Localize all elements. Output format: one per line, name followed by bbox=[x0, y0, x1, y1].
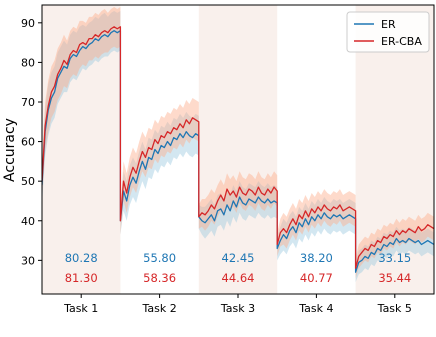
x-tick-label: Task 2 bbox=[141, 302, 176, 315]
annotation-er: 55.80 bbox=[143, 251, 176, 265]
y-tick-label: 60 bbox=[21, 136, 35, 149]
y-tick-label: 30 bbox=[21, 254, 35, 267]
line-er-cba bbox=[42, 26, 434, 269]
y-axis-label: Accuracy bbox=[2, 118, 18, 182]
annotation-er-cba: 44.64 bbox=[222, 271, 255, 285]
task-annotations: 80.28 55.80 42.45 38.20 33.15 81.30 58.36 44.64… bbox=[65, 251, 412, 285]
band-er bbox=[42, 10, 434, 283]
y-tick-label: 80 bbox=[21, 56, 35, 69]
annotation-er-cba: 40.77 bbox=[300, 271, 333, 285]
annotation-er-cba: 81.30 bbox=[65, 271, 98, 285]
x-axis: Task 1 Task 2 Task 3 Task 4 Task 5 bbox=[63, 294, 412, 315]
y-tick-label: 50 bbox=[21, 175, 35, 188]
legend: ER ER-CBA bbox=[346, 11, 430, 53]
x-tick-label: Task 1 bbox=[63, 302, 98, 315]
annotation-er: 38.20 bbox=[300, 251, 333, 265]
task-shade-5 bbox=[355, 5, 434, 294]
std-bands bbox=[42, 6, 434, 283]
y-tick-label: 40 bbox=[21, 215, 35, 228]
x-tick-label: Task 4 bbox=[298, 302, 333, 315]
series-lines bbox=[42, 26, 434, 273]
legend-label-er: ER bbox=[381, 18, 396, 31]
annotation-er-cba: 35.44 bbox=[378, 271, 411, 285]
annotation-er-cba: 58.36 bbox=[143, 271, 176, 285]
task-backgrounds bbox=[42, 5, 434, 294]
legend-box bbox=[346, 11, 430, 53]
annotation-er: 80.28 bbox=[65, 251, 98, 265]
annotation-er: 33.15 bbox=[378, 251, 411, 265]
annotation-er: 42.45 bbox=[222, 251, 255, 265]
line-er bbox=[42, 30, 434, 273]
x-tick-label: Task 5 bbox=[377, 302, 412, 315]
task-shade-3 bbox=[198, 5, 278, 294]
x-tick-label: Task 3 bbox=[220, 302, 255, 315]
y-axis: 30 40 50 60 70 80 90 bbox=[21, 17, 42, 267]
task-shade-1 bbox=[42, 5, 121, 294]
legend-label-er-cba: ER-CBA bbox=[381, 35, 422, 48]
y-tick-label: 70 bbox=[21, 96, 35, 109]
band-er-cba bbox=[42, 6, 434, 279]
y-tick-label: 90 bbox=[21, 17, 35, 30]
